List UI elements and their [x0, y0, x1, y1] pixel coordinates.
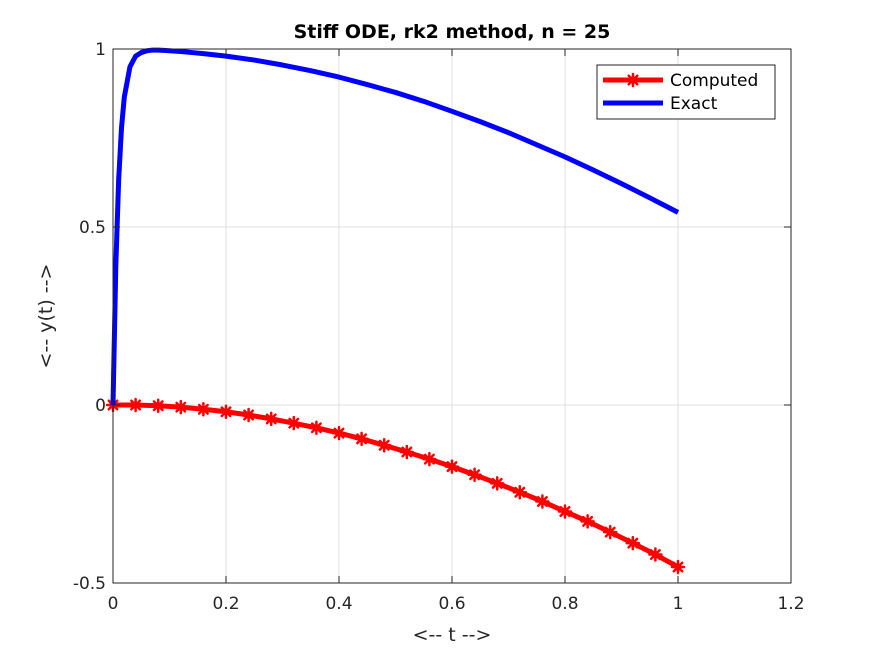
x-tick-label: 0.2	[212, 594, 239, 614]
computed-point	[331, 425, 347, 441]
computed-point	[489, 476, 505, 491]
series-exact	[110, 47, 680, 406]
legend-item-exact: Exact	[603, 94, 718, 114]
computed-point	[557, 504, 573, 519]
computed-point	[309, 420, 324, 436]
x-tick-label: 0.4	[325, 594, 352, 614]
chart-title: Stiff ODE, rk2 method, n = 25	[294, 21, 611, 43]
series-layer	[105, 47, 686, 575]
computed-point	[263, 411, 279, 427]
x-tick-label: 0	[108, 594, 119, 614]
computed-point	[354, 431, 369, 447]
computed-point	[399, 444, 415, 460]
legend-label: Exact	[670, 94, 718, 114]
legend-items: Computed Exact	[603, 71, 758, 114]
computed-point	[173, 399, 189, 415]
computed-point	[512, 484, 528, 500]
x-tick-label: 1.2	[777, 594, 804, 614]
computed-point	[535, 494, 550, 509]
computed-point	[422, 451, 437, 467]
computed-point	[150, 398, 166, 413]
series-computed	[105, 397, 686, 575]
y-tick-label: 0.5	[79, 218, 106, 238]
computed-point	[625, 535, 641, 551]
y-axis-label: <-- y(t) -->	[35, 264, 57, 369]
computed-point	[241, 407, 256, 423]
legend-item-computed: Computed	[603, 71, 758, 91]
x-tick-label: 0.8	[551, 594, 578, 614]
computed-point	[376, 437, 392, 453]
computed-point	[196, 402, 211, 417]
exact-line	[110, 47, 680, 406]
computed-point	[286, 415, 302, 431]
legend-label: Computed	[670, 71, 758, 91]
legend-marker	[625, 72, 641, 88]
legend-box	[596, 64, 776, 120]
x-tick-label: 1	[673, 594, 684, 614]
computed-point	[218, 404, 234, 420]
computed-point	[602, 524, 618, 540]
ticks: 0 0.2 0.4 0.6 0.8 1 1.2-0.500.51	[73, 40, 805, 614]
computed-point	[648, 547, 663, 562]
legend: Computed Exact	[596, 64, 776, 120]
y-tick-label: 1	[95, 40, 106, 60]
y-tick-label: -0.5	[73, 574, 106, 594]
computed-point	[580, 514, 595, 529]
computed-point	[444, 459, 460, 474]
computed-point	[670, 559, 686, 575]
x-tick-label: 0.6	[438, 594, 465, 614]
computed-point	[128, 397, 143, 413]
computed-point	[467, 467, 482, 483]
y-tick-label: 0	[95, 396, 106, 416]
x-axis-label: <-- t -->	[413, 624, 492, 646]
